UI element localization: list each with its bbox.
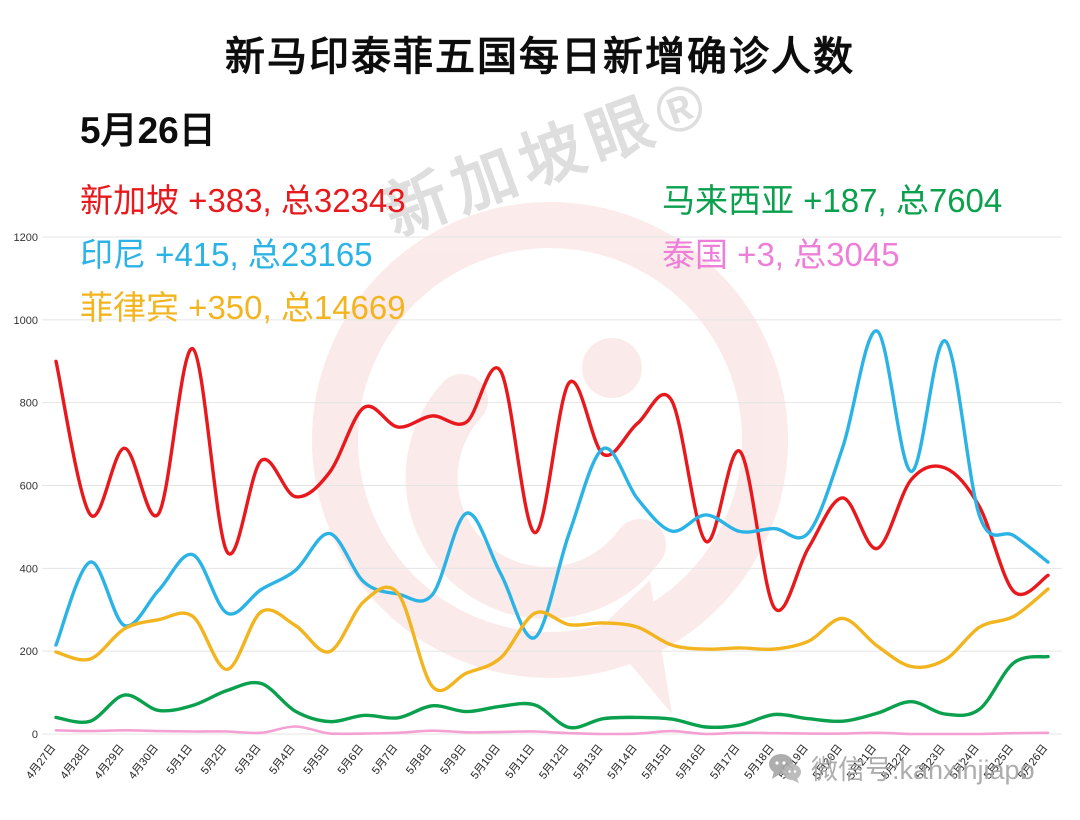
wechat-id-text: 微信号:kanxinjiapo xyxy=(811,755,1035,785)
date-label: 5月26日 xyxy=(80,110,216,151)
series-line-0 xyxy=(54,347,1050,613)
x-tick-label: 4月30日 xyxy=(127,742,161,781)
series-line-2 xyxy=(54,585,1050,693)
wechat-icon xyxy=(769,753,801,783)
x-tick-label: 5月17日 xyxy=(708,742,742,781)
x-tick-label: 5月11日 xyxy=(503,742,537,781)
x-tick-label: 5月5日 xyxy=(301,742,332,776)
y-tick-label-600: 600 xyxy=(20,481,38,493)
x-tick-label: 5月2日 xyxy=(199,742,230,776)
x-tick-label: 5月4日 xyxy=(267,742,298,776)
y-tick-label-1000: 1000 xyxy=(14,315,38,327)
x-tick-label: 5月1日 xyxy=(165,742,196,776)
x-tick-label: 5月16日 xyxy=(674,742,708,781)
x-tick-label: 5月12日 xyxy=(537,742,571,781)
legend-singapore: 新加坡 +383, 总32343 xyxy=(80,182,406,219)
logo-ring xyxy=(312,202,788,678)
x-tick-label: 5月13日 xyxy=(571,742,605,781)
y-tick-label-1200: 1200 xyxy=(14,232,38,244)
logo-eye-dot xyxy=(582,338,642,398)
logo-bubble-tail xyxy=(600,580,672,714)
x-tick-label: 5月15日 xyxy=(640,742,674,781)
x-tick-label: 4月28日 xyxy=(58,742,92,781)
x-tick-label: 5月9日 xyxy=(438,742,469,776)
y-tick-label-0: 0 xyxy=(32,729,38,741)
x-tick-label: 5月10日 xyxy=(469,742,503,781)
series-line-3 xyxy=(54,654,1050,730)
y-tick-label-800: 800 xyxy=(20,398,38,410)
logo-eye-swirl xyxy=(405,374,666,619)
x-tick-label: 5月3日 xyxy=(233,742,264,776)
series-line-4 xyxy=(54,725,1050,736)
y-tick-label-400: 400 xyxy=(20,563,38,575)
series-line-1 xyxy=(54,329,1050,647)
x-tick-label: 5月6日 xyxy=(336,742,367,776)
x-tick-label: 5月8日 xyxy=(404,742,435,776)
x-tick-label: 5月7日 xyxy=(370,742,401,776)
x-tick-label: 4月29日 xyxy=(92,742,126,781)
x-tick-label: 4月27日 xyxy=(24,742,58,781)
x-tick-label: 5月14日 xyxy=(606,742,640,781)
legend-thailand: 泰国 +3, 总3045 xyxy=(662,236,900,273)
wechat-watermark: 微信号:kanxinjiapo xyxy=(768,748,1035,787)
legend-philippines: 菲律宾 +350, 总14669 xyxy=(80,289,406,326)
page-title: 新马印泰菲五国每日新增确诊人数 xyxy=(225,35,855,79)
legend-indonesia: 印尼 +415, 总23165 xyxy=(80,236,373,273)
y-tick-label-200: 200 xyxy=(20,646,38,658)
legend-malaysia: 马来西亚 +187, 总7604 xyxy=(662,182,1003,219)
